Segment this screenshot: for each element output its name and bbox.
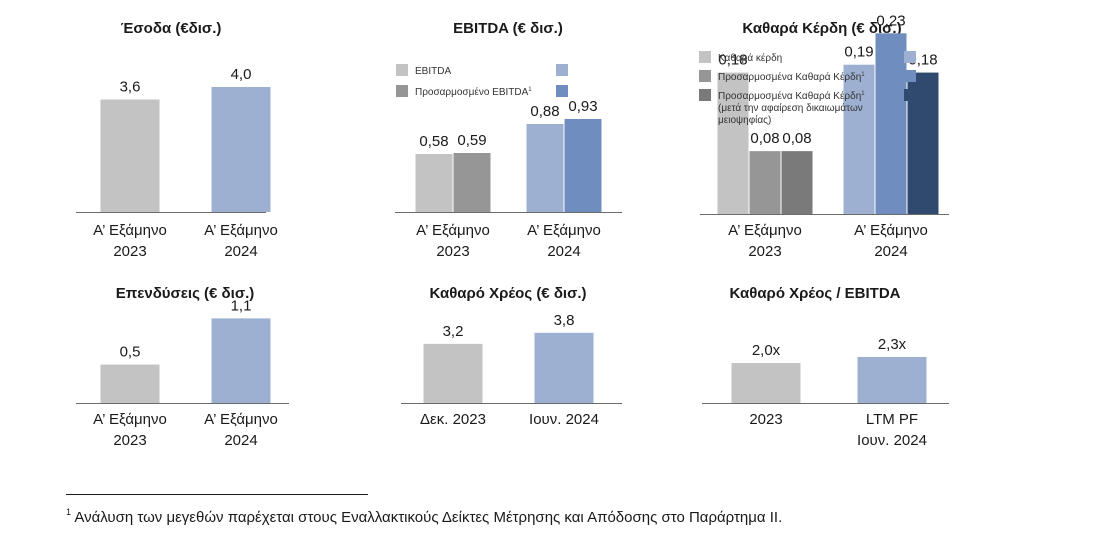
category-label: 2024: [874, 243, 907, 260]
legend-label: Καθαρά κέρδη: [718, 52, 782, 64]
bar: [211, 318, 271, 403]
bar: [423, 343, 483, 403]
bar: [731, 363, 801, 403]
category-label: Α’ Εξάμηνο: [204, 222, 278, 239]
legend-name: Προσαρμοσμένα Καθαρά Κέρδη: [718, 71, 861, 83]
category-label: Α’ Εξάμηνο: [204, 411, 278, 428]
data-label: 0,58: [419, 133, 448, 150]
chart-5: Καθαρό Χρέος (€ δισ.) 3,2 Δεκ. 2023 3,8 Ιουν…: [401, 285, 622, 428]
category-label: 2024: [547, 243, 580, 260]
data-label: 0,18: [718, 52, 747, 69]
legend-label-continued: μειοψηφίας): [718, 114, 771, 126]
bar: [564, 119, 602, 212]
bar: [717, 72, 749, 214]
legend-swatch: [904, 89, 916, 101]
bar: [211, 87, 271, 212]
legend-label: EBITDA: [415, 66, 451, 77]
category-label: Α’ Εξάμηνο: [93, 222, 167, 239]
chart-title: Καθαρό Χρέος / EBITDA: [730, 285, 901, 302]
category-label: Δεκ. 2023: [420, 411, 486, 428]
legend-label: Προσαρμοσμένα Καθαρά Κέρδη1: [718, 90, 865, 102]
legend-name: Προσαρμοσμένο EBITDA: [415, 86, 529, 98]
bar: [534, 332, 594, 403]
legend-swatch: [904, 70, 916, 82]
footnote-divider: [66, 494, 368, 495]
data-label: 0,23: [876, 12, 905, 29]
legend-superscript: 1: [861, 72, 865, 78]
category-label: 2023: [436, 243, 469, 260]
bar: [843, 64, 875, 214]
category-label: 2023: [113, 432, 146, 449]
legend-swatch: [556, 64, 568, 76]
legend-swatch: [396, 64, 408, 76]
data-label: 0,88: [530, 103, 559, 120]
legend-superscript: 1: [861, 91, 865, 97]
legend-swatch: [699, 89, 711, 101]
data-label: 0,93: [568, 98, 597, 115]
bar: [526, 124, 564, 212]
data-label: 0,59: [457, 132, 486, 149]
bar: [781, 151, 813, 214]
data-label: 0,5: [120, 344, 141, 361]
footnote-marker: 1: [66, 507, 72, 517]
data-label: 3,8: [554, 312, 575, 329]
category-label: Α’ Εξάμηνο: [728, 222, 802, 239]
bar: [415, 154, 453, 212]
bar: [100, 99, 160, 212]
chart-title: Καθαρά Κέρδη (€ δισ.): [742, 20, 901, 37]
legend-name: Καθαρά κέρδη: [718, 52, 782, 64]
data-label: 2,3x: [878, 336, 907, 353]
category-label: Α’ Εξάμηνο: [93, 411, 167, 428]
legend-name: EBITDA: [415, 66, 451, 77]
footnote-text: Ανάλυση των μεγεθών παρέχεται στους Εναλ…: [74, 509, 783, 526]
data-label: 0,08: [750, 130, 779, 147]
chart-title: Καθαρό Χρέος (€ δισ.): [429, 285, 586, 302]
legend-swatch: [904, 51, 916, 63]
bar: [875, 33, 907, 215]
category-label: Ιουν. 2024: [857, 432, 927, 449]
data-label: 3,2: [443, 323, 464, 340]
chart-title: Έσοδα (€δισ.): [121, 20, 222, 37]
legend-swatch: [396, 85, 408, 97]
chart-title: EBITDA (€ δισ.): [453, 20, 563, 37]
category-label: 2024: [224, 432, 257, 449]
category-label: Α’ Εξάμηνο: [527, 222, 601, 239]
chart-1: Έσοδα (€δισ.) 3,6 Α’ Εξάμηνο 2023 4,0 Α’ Εξάμ…: [76, 20, 278, 260]
data-label: 3,6: [120, 79, 141, 96]
data-label: 4,0: [231, 66, 252, 83]
legend-swatch: [699, 70, 711, 82]
legend: EBITDA Προσαρμοσμένο EBITDA1: [396, 64, 568, 98]
category-label: Α’ Εξάμηνο: [854, 222, 928, 239]
chart-4: Επενδύσεις (€ δισ.) 0,5 Α’ Εξάμηνο 2023 1,1 Α…: [76, 285, 289, 449]
category-label: LTM PF: [866, 411, 918, 428]
category-label: Α’ Εξάμηνο: [416, 222, 490, 239]
legend-label-continued: (μετά την αφαίρεση δικαιωμάτων: [718, 102, 863, 114]
category-label: 2023: [749, 411, 782, 428]
data-label: 2,0x: [752, 342, 781, 359]
bar: [857, 357, 927, 403]
chart-title: Επενδύσεις (€ δισ.): [116, 285, 255, 302]
category-label: 2023: [748, 243, 781, 260]
data-label: 0,08: [782, 130, 811, 147]
footnote: 1 Ανάλυση των μεγεθών παρέχεται στους Εν…: [66, 507, 783, 526]
bar: [749, 151, 781, 214]
legend-swatch: [699, 51, 711, 63]
charts-canvas: Έσοδα (€δισ.) 3,6 Α’ Εξάμηνο 2023 4,0 Α’ Εξάμ…: [76, 12, 949, 449]
category-label: 2024: [224, 243, 257, 260]
chart-2: EBITDA (€ δισ.) 0,58 0,59 Α’ Εξάμηνο 2023 0,8…: [395, 20, 622, 260]
bar: [453, 153, 491, 212]
legend-superscript: 1: [528, 87, 532, 93]
legend-swatch: [556, 85, 568, 97]
chart-6: Καθαρό Χρέος / EBITDA 2,0x 2023 2,3x LTM PF Ι…: [702, 285, 949, 449]
data-label: 1,1: [231, 297, 252, 314]
chart-3: Καθαρά Κέρδη (€ δισ.) 0,18 0,08 0,08 Α’ Εξάμ…: [699, 12, 949, 260]
legend-label: Προσαρμοσμένο EBITDA1: [415, 86, 532, 98]
legend-name: Προσαρμοσμένα Καθαρά Κέρδη: [718, 90, 861, 102]
bar: [100, 364, 160, 403]
category-label: Ιουν. 2024: [529, 411, 599, 428]
category-label: 2023: [113, 243, 146, 260]
data-label: 0,19: [844, 44, 873, 61]
legend-label: Προσαρμοσμένα Καθαρά Κέρδη1: [718, 71, 865, 83]
